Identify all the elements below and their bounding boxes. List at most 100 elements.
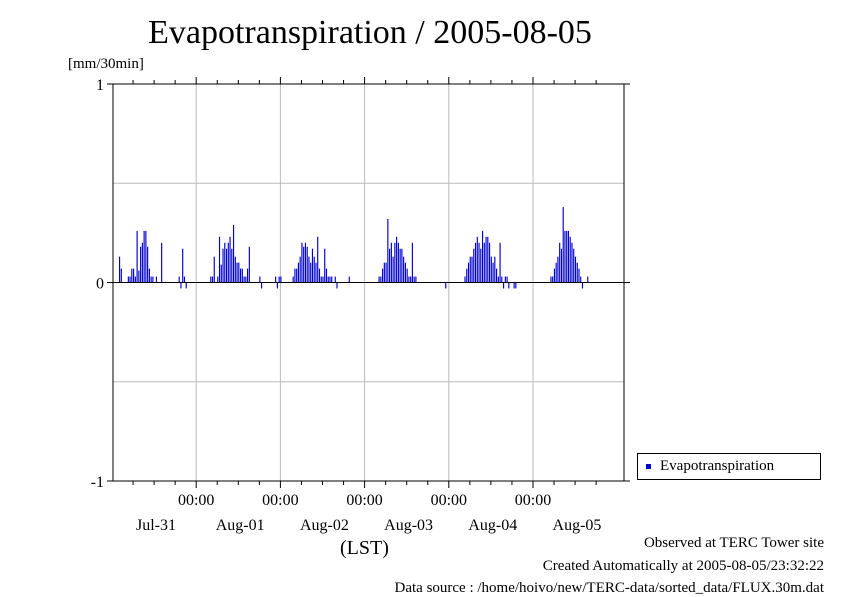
bar <box>408 276 410 283</box>
bar <box>336 282 338 289</box>
bar <box>485 236 487 283</box>
bar <box>506 276 508 283</box>
bar <box>473 248 475 283</box>
y-tick-label: 0 <box>96 276 104 293</box>
source-note: Data source : /home/hoivo/new/TERC-data/… <box>394 580 825 596</box>
bar <box>320 276 322 283</box>
bar <box>569 236 571 283</box>
bar <box>389 248 391 283</box>
bar <box>229 236 231 283</box>
bar <box>580 276 582 283</box>
bar <box>313 256 315 283</box>
x-tick-label-time: 00:00 <box>431 492 467 509</box>
bar <box>150 276 152 283</box>
bar <box>315 262 317 283</box>
bar <box>317 236 319 283</box>
bar <box>292 276 294 283</box>
bar <box>378 276 380 283</box>
bar <box>492 262 494 283</box>
bar <box>348 276 350 283</box>
bar <box>299 256 301 283</box>
bar <box>161 242 163 283</box>
bar <box>562 207 564 283</box>
bar <box>587 276 589 283</box>
bar <box>553 268 556 283</box>
bar <box>404 262 406 283</box>
bar <box>178 276 180 283</box>
bar <box>329 276 331 283</box>
bar <box>280 276 282 283</box>
bar <box>136 230 138 283</box>
x-tick-label-date: Jul-31 <box>136 517 176 534</box>
bar <box>248 246 250 283</box>
bar <box>322 276 324 283</box>
bar <box>275 276 277 283</box>
legend: Evapotranspiration <box>637 453 821 480</box>
bar <box>180 282 182 289</box>
bar <box>213 256 215 283</box>
bar <box>476 236 478 283</box>
bar <box>559 242 561 283</box>
bar <box>466 268 468 283</box>
bar <box>566 230 568 283</box>
bar <box>127 276 129 283</box>
bar <box>471 256 473 283</box>
bar <box>143 230 145 283</box>
bar <box>140 246 142 283</box>
bar <box>276 282 278 289</box>
bar <box>243 276 245 283</box>
bar <box>481 230 484 283</box>
bar <box>210 276 212 283</box>
bar <box>225 248 228 283</box>
bar <box>227 242 229 283</box>
bar <box>222 248 224 283</box>
bar <box>501 276 503 283</box>
bar <box>503 282 505 289</box>
x-tick-label-time: 00:00 <box>346 492 382 509</box>
bar <box>311 248 314 283</box>
bar <box>218 236 221 283</box>
bar <box>234 256 236 283</box>
bar <box>241 268 243 283</box>
bar <box>220 264 222 283</box>
bar <box>557 256 559 283</box>
chart-title: Evapotranspiration / 2005-08-05 <box>148 14 592 51</box>
bar <box>306 246 308 283</box>
bar <box>390 242 392 283</box>
bar <box>224 242 226 283</box>
bar <box>552 276 554 283</box>
x-tick-label-date: Aug-01 <box>216 517 265 534</box>
bar <box>399 248 401 283</box>
bar <box>488 242 491 283</box>
bar <box>133 268 135 283</box>
bar <box>259 276 261 283</box>
bar <box>325 268 328 283</box>
bar <box>318 268 321 283</box>
bar <box>413 276 415 283</box>
observed-note: Observed at TERC Tower site <box>643 535 824 551</box>
bar <box>331 276 333 283</box>
bar <box>261 282 263 289</box>
bar <box>496 268 498 283</box>
x-axis-label: (LST) <box>340 537 389 559</box>
bar <box>134 276 136 283</box>
bar <box>334 276 336 283</box>
bar <box>403 256 405 283</box>
bar <box>411 242 413 283</box>
bar <box>147 246 149 283</box>
bar <box>385 262 387 283</box>
bar <box>571 242 573 283</box>
bar <box>382 268 384 283</box>
y-tick-label: -1 <box>91 474 104 491</box>
bar <box>467 262 470 283</box>
bar <box>380 276 382 283</box>
bar <box>555 262 557 283</box>
bar <box>490 256 492 283</box>
bar <box>131 268 133 283</box>
bar <box>415 276 417 283</box>
bar <box>297 262 299 283</box>
x-tick-label-time: 00:00 <box>262 492 298 509</box>
legend-swatch <box>646 464 651 469</box>
bar <box>564 230 566 283</box>
bar <box>119 256 121 283</box>
